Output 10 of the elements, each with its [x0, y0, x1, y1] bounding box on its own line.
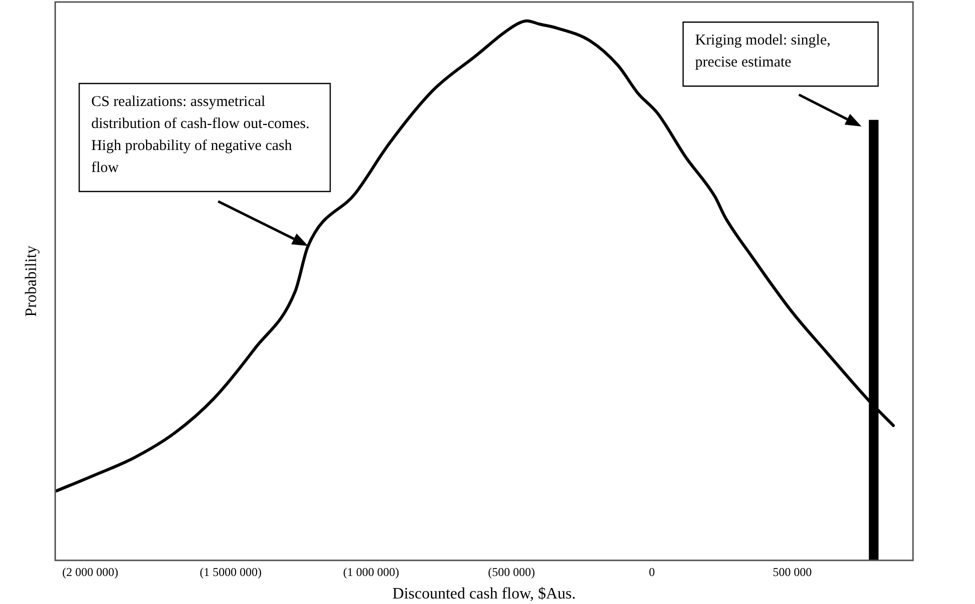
x-tick-label: 500 000 [772, 564, 812, 579]
annotation: CS realizations: assymetrical distribution of cash-flow out-comes. High probability of negative cash flow [91, 94, 310, 176]
x-tick-label: (2 000 000) [62, 564, 118, 579]
x-tick-label: (1 000 000) [343, 564, 400, 579]
x-tick-label: (1 5000 000) [200, 564, 262, 579]
x-tick-label: 0 [648, 564, 655, 579]
y-axis-title: Probability [22, 246, 40, 317]
x-axis-title: Discounted cash flow, $Aus. [392, 586, 576, 603]
annotation: Kriging model: single, precise estimate [695, 32, 831, 71]
x-tick-label: (500 000) [488, 564, 535, 579]
